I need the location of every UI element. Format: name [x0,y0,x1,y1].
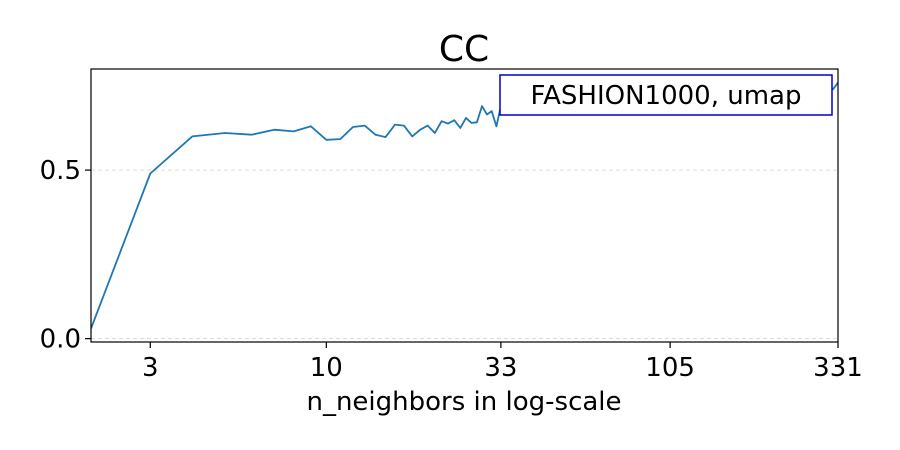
series-line-0 [91,81,838,329]
legend-box: FASHION1000, umap [499,74,833,116]
y-tick-label: 0.5 [40,156,81,186]
plot-frame [90,68,839,343]
x-tick-label: 331 [813,353,863,383]
x-tick-label: 33 [484,353,517,383]
legend-frame [499,74,833,116]
x-axis-ticks: 3 10 33 105 331 [142,342,863,383]
legend-label: FASHION1000, umap [531,81,802,111]
series-group [91,81,838,329]
chart-title: CC [439,29,489,70]
x-tick-label: 105 [645,353,695,383]
y-axis-ticks: 0.0 0.5 [40,156,91,355]
x-tick-label: 10 [310,353,343,383]
grid-lines [91,169,838,340]
x-axis-label: n_neighbors in log-scale [306,387,621,417]
y-tick-label: 0.0 [40,325,81,355]
x-tick-label: 3 [142,353,159,383]
